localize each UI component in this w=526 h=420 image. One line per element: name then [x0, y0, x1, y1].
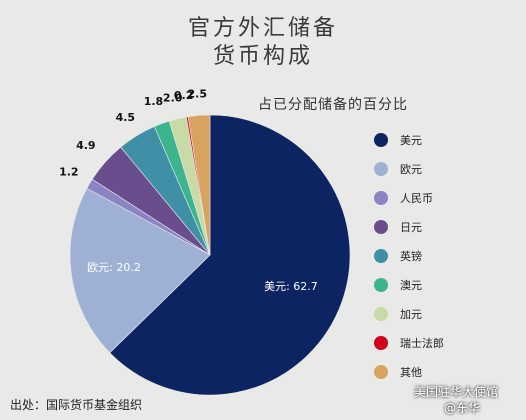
- legend-item-其他: 其他: [374, 362, 422, 382]
- slice-label-美元: 美元: 62.7: [264, 280, 318, 293]
- pie-slice-美元: [109, 114, 351, 396]
- slice-label-人民币: 1.2: [59, 166, 79, 179]
- legend-label: 日元: [400, 221, 422, 234]
- legend-label: 人民币: [400, 192, 433, 205]
- legend-swatch: [374, 278, 388, 292]
- legend-item-瑞士法郎: 瑞士法郎: [374, 333, 444, 353]
- watermark-line1: 美国驻华大使馆: [414, 385, 499, 399]
- legend-item-加元: 加元: [374, 304, 422, 324]
- legend-swatch: [374, 133, 388, 147]
- slice-label-瑞士法郎: 0.2: [174, 89, 194, 102]
- legend-label: 澳元: [400, 279, 422, 292]
- legend-swatch: [374, 365, 388, 379]
- legend-item-澳元: 澳元: [374, 275, 422, 295]
- legend-item-美元: 美元: [374, 130, 422, 150]
- legend-swatch: [374, 336, 388, 350]
- legend-label: 其他: [400, 366, 422, 379]
- legend-item-欧元: 欧元: [374, 159, 422, 179]
- chart-subtitle: 占已分配储备的百分比: [258, 97, 408, 113]
- watermark-line2: @东华: [444, 401, 481, 415]
- legend-item-英镑: 英镑: [374, 246, 422, 266]
- legend-label: 加元: [400, 308, 422, 321]
- source-note: 出处：国际货币基金组织: [10, 398, 143, 412]
- pie-slice-其他: [187, 114, 211, 256]
- watermark: 美国驻华大使馆 @东华: [414, 384, 498, 416]
- legend-label: 欧元: [400, 163, 422, 176]
- slice-label-欧元: 欧元: 20.2: [87, 261, 141, 274]
- legend-swatch: [374, 162, 388, 176]
- pie-slice-欧元: [69, 187, 211, 354]
- slice-label-澳元: 1.8: [144, 95, 164, 108]
- slice-label-英镑: 4.5: [116, 111, 136, 124]
- legend-swatch: [374, 220, 388, 234]
- chart-title-line1: 官方外汇储备: [187, 16, 338, 41]
- legend-swatch: [374, 307, 388, 321]
- legend-swatch: [374, 191, 388, 205]
- chart-title-line2: 货币构成: [212, 44, 313, 69]
- legend-label: 瑞士法郎: [400, 337, 444, 350]
- slice-label-其他: 2.5: [188, 87, 208, 100]
- legend-item-日元: 日元: [374, 217, 422, 237]
- slice-label-日元: 4.9: [76, 139, 96, 152]
- legend-label: 美元: [400, 134, 422, 147]
- slice-label-加元: 2.0: [163, 91, 183, 104]
- legend-label: 英镑: [400, 250, 422, 263]
- legend-item-人民币: 人民币: [374, 188, 433, 208]
- legend-swatch: [374, 249, 388, 263]
